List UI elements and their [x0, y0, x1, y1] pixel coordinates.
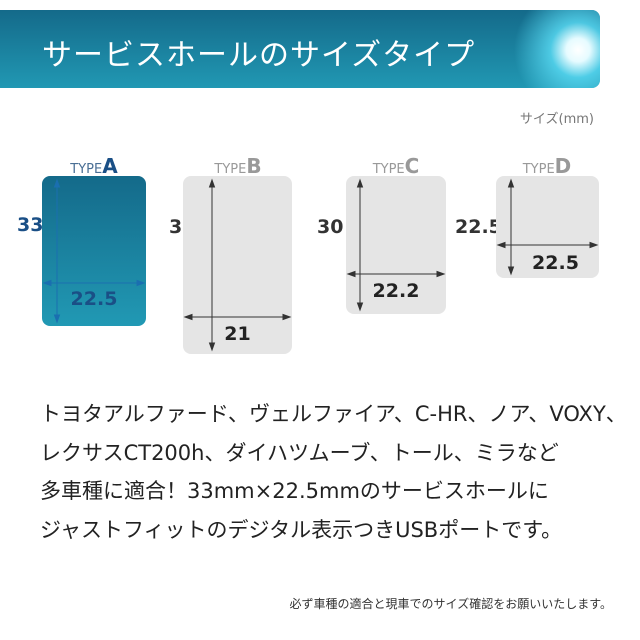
- type-letter: B: [246, 154, 262, 178]
- type-c-width: 22.2: [372, 280, 420, 302]
- type-b-label: TYPEB: [183, 154, 293, 178]
- type-b-width: 21: [224, 323, 251, 345]
- light-flare-decoration: [500, 10, 600, 88]
- type-prefix: TYPE: [214, 162, 247, 177]
- type-prefix: TYPE: [372, 162, 405, 177]
- type-prefix: TYPE: [522, 162, 555, 177]
- description-line: トヨタアルファード、ヴェルファイア、C-HR、ノア、VOXY、: [40, 402, 627, 426]
- type-a-width: 22.5: [70, 288, 118, 310]
- description: トヨタアルファード、ヴェルファイア、C-HR、ノア、VOXY、 レクサスCT20…: [40, 395, 627, 549]
- type-a-label: TYPEA: [39, 154, 149, 178]
- type-c-label: TYPEC: [341, 154, 451, 178]
- description-line: 多車種に適合！33mm×22.5mmのサービスホールに: [40, 479, 549, 503]
- type-c-height: 30: [317, 216, 344, 238]
- description-line: レクサスCT200h、ダイハツムーブ、トール、ミラなど: [40, 440, 559, 465]
- type-letter: C: [404, 154, 420, 178]
- dimension-arrows: [496, 178, 599, 276]
- type-b-hole: 21: [183, 176, 292, 354]
- description-line: ジャストフィットのデジタル表示つきUSBポートです。: [40, 517, 563, 542]
- type-d-height: 22.5: [455, 216, 502, 238]
- type-d-hole: 22.5: [496, 176, 599, 278]
- type-d-label: TYPED: [492, 154, 602, 178]
- type-letter: D: [554, 154, 572, 178]
- unit-label: サイズ(mm): [519, 112, 594, 127]
- type-c-hole: 22.2: [346, 176, 446, 314]
- type-a-height: 33: [17, 214, 44, 236]
- type-a-hole: 22.5: [42, 176, 146, 326]
- compatibility-note: 必ず車種の適合と現車でのサイズ確認をお願いいたします。: [289, 597, 612, 611]
- page-title: サービスホールのサイズタイプ: [42, 38, 476, 73]
- type-letter: A: [102, 154, 118, 178]
- dimension-arrows: [183, 178, 292, 352]
- dimension-arrows: [42, 178, 146, 324]
- type-prefix: TYPE: [70, 162, 103, 177]
- type-d-width: 22.5: [532, 252, 579, 274]
- dimension-arrows: [346, 178, 446, 312]
- title-banner: サービスホールのサイズタイプ: [0, 10, 600, 88]
